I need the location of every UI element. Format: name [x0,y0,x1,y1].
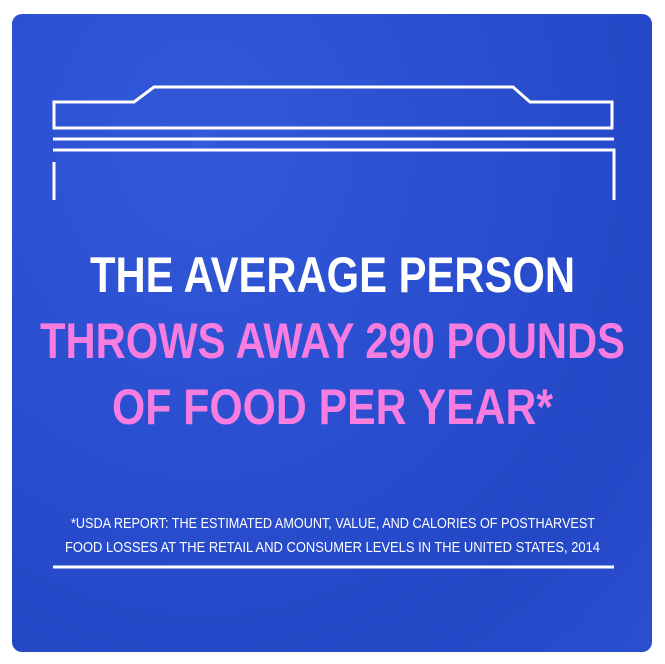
footnote-line-2: FOOD LOSSES AT THE RETAIL AND CONSUMER L… [65,539,600,556]
headline-line-1: THE AVERAGE PERSON [90,247,575,303]
infographic-card [12,14,652,652]
decorative-frame [52,85,616,569]
top-tab-outline [52,85,614,130]
footnote-line-1: *USDA REPORT: THE ESTIMATED AMOUNT, VALU… [71,515,595,532]
headline-line-3: OF FOOD PER YEAR* [112,379,553,435]
headline-line-2: THROWS AWAY 290 POUNDS [40,313,625,369]
divider-line-2 [53,148,616,200]
